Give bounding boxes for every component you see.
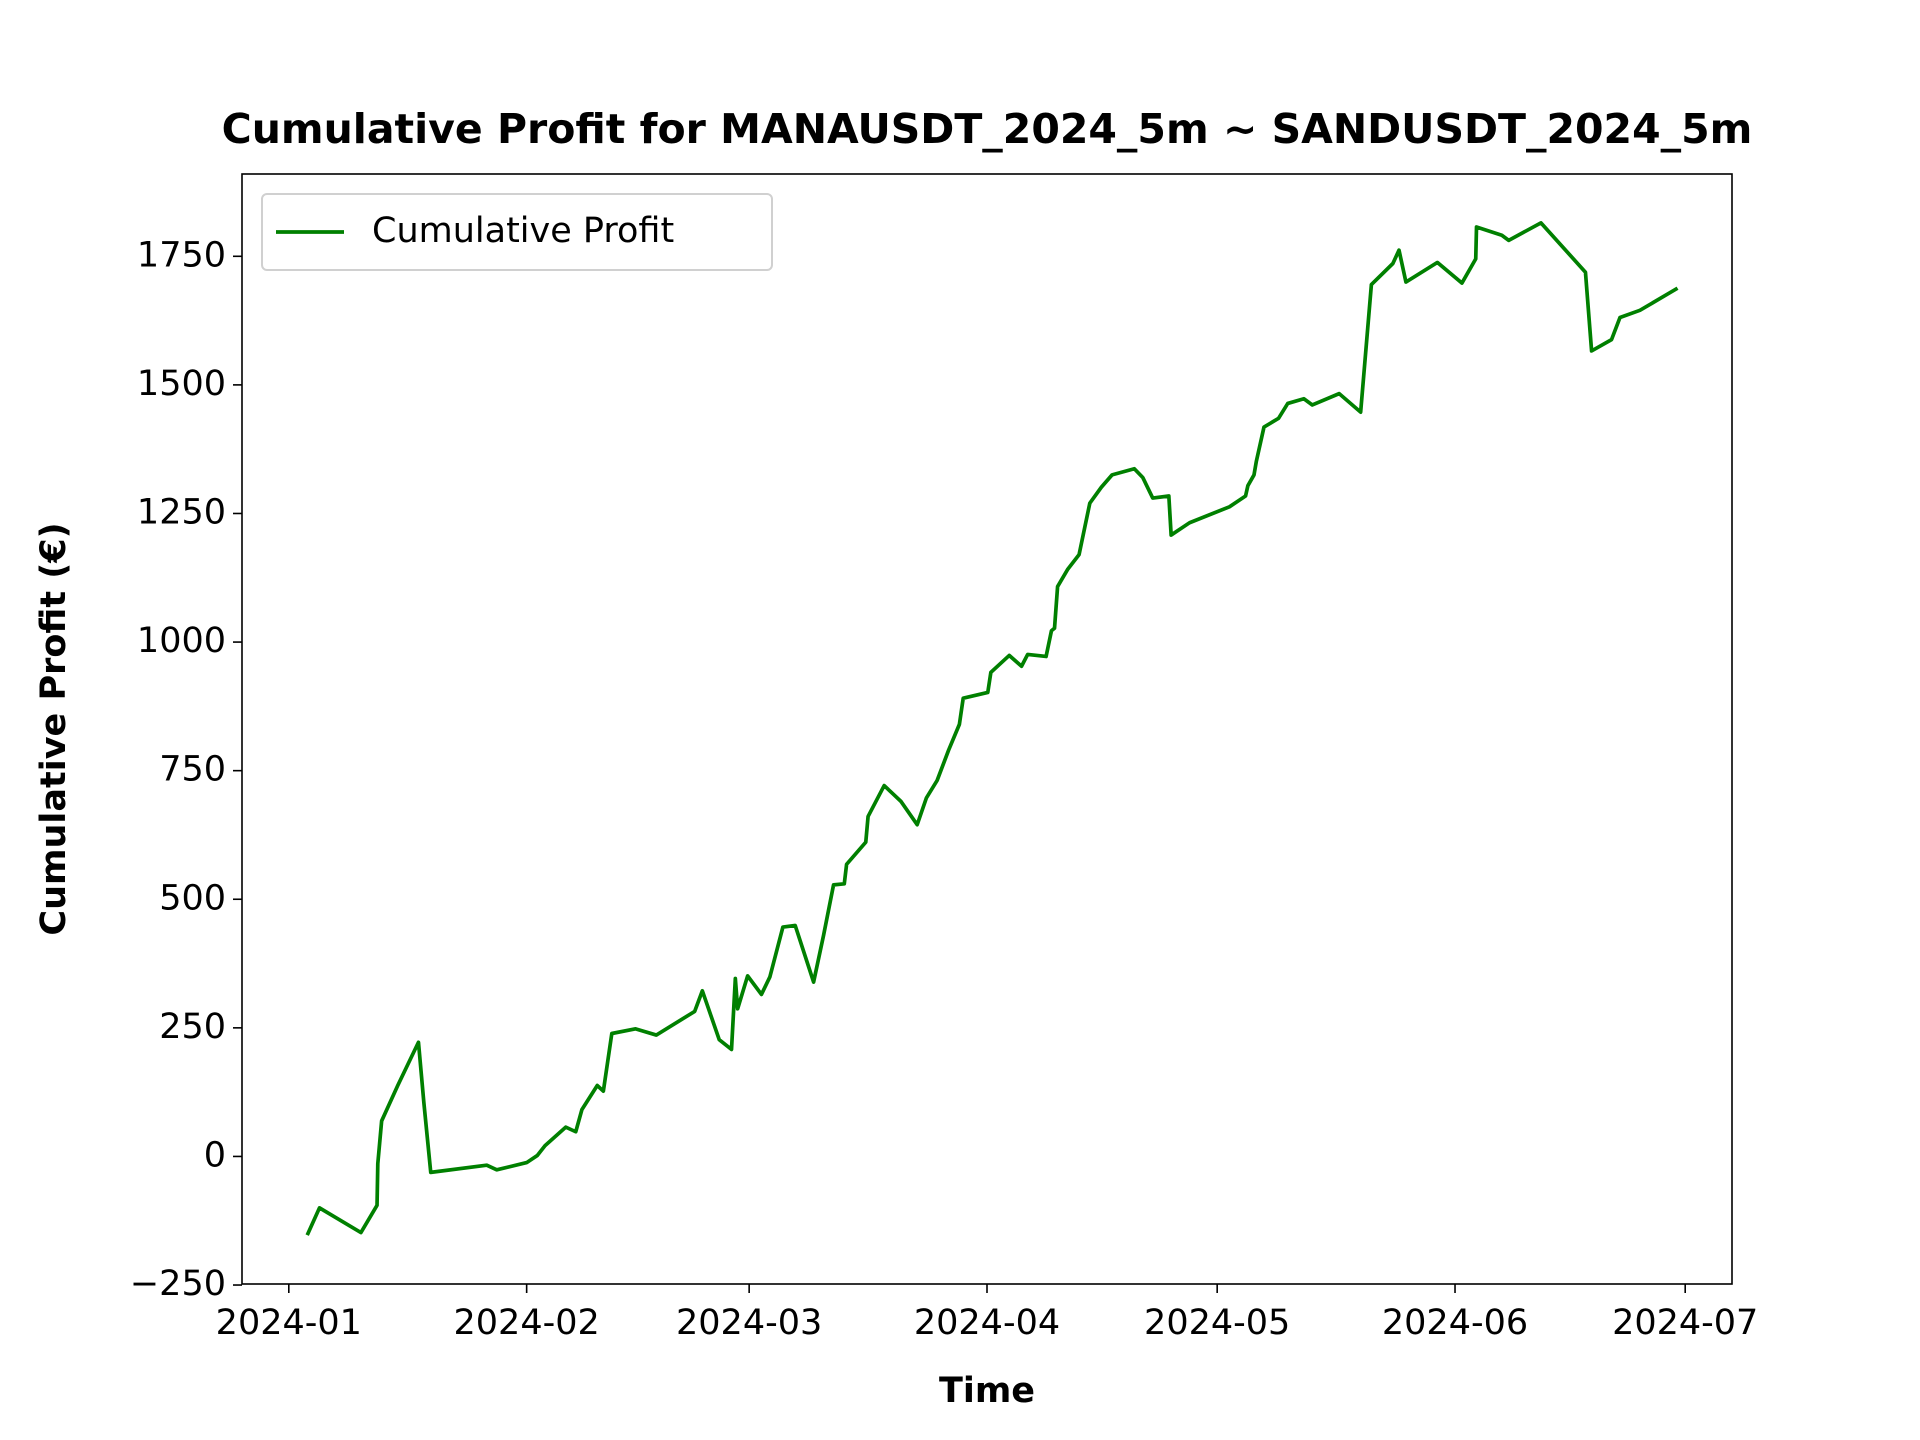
plot-frame — [241, 173, 1733, 1285]
y-tick-label: 750 — [159, 750, 226, 790]
y-tick-label: 250 — [159, 1007, 226, 1047]
x-tick-label: 2024-01 — [216, 1303, 362, 1343]
y-tick-label: 500 — [159, 878, 226, 918]
x-tick-label: 2024-06 — [1382, 1303, 1528, 1343]
chart-title: Cumulative Profit for MANAUSDT_2024_5m ~… — [222, 105, 1753, 153]
x-tick-label: 2024-05 — [1144, 1303, 1290, 1343]
x-axis-label: Time — [939, 1371, 1035, 1411]
x-tick-label: 2024-04 — [914, 1303, 1060, 1343]
x-tick-label: 2024-07 — [1612, 1303, 1758, 1343]
y-axis-label: Cumulative Profit (€) — [34, 522, 74, 935]
y-tick-label: 1000 — [137, 621, 226, 661]
x-tick-label: 2024-02 — [454, 1303, 600, 1343]
y-tick-label: 1750 — [137, 235, 226, 275]
y-tick-label: 1250 — [137, 492, 226, 532]
legend-label: Cumulative Profit — [372, 211, 674, 251]
y-tick-label: 0 — [204, 1135, 226, 1175]
y-tick-label: 1500 — [137, 364, 226, 404]
legend-box — [261, 193, 773, 271]
profit-line — [305, 221, 1679, 1236]
x-tick-label: 2024-03 — [676, 1303, 822, 1343]
y-tick-label: −250 — [130, 1264, 226, 1304]
